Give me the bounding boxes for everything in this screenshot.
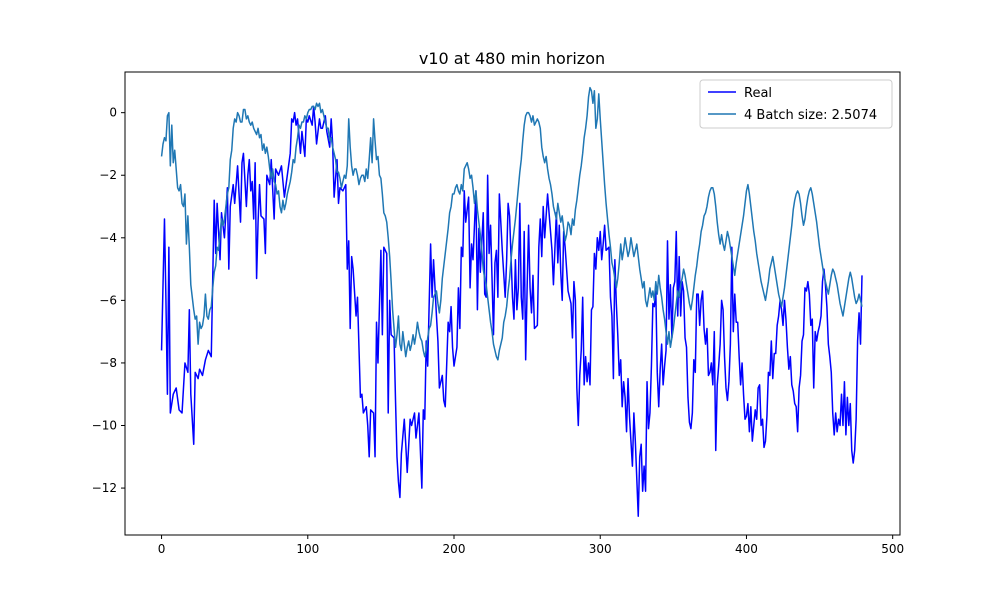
legend-label-0: Real xyxy=(744,86,772,101)
y-tick-label: −6 xyxy=(99,293,117,307)
axes-frame xyxy=(124,71,901,536)
legend: Real 4 Batch size: 2.5074 xyxy=(699,79,893,129)
legend-label-1: 4 Batch size: 2.5074 xyxy=(744,108,877,123)
x-tick-label: 400 xyxy=(735,542,758,556)
legend-box xyxy=(699,79,893,129)
y-tick-label: −8 xyxy=(99,356,117,370)
axes: 0 100 200 300 400 500 0 −2 −4 −6 −8 −10 −12 xyxy=(92,71,904,556)
x-tick-label: 0 xyxy=(158,542,166,556)
series-line-1 xyxy=(160,86,863,361)
y-tick-label: −2 xyxy=(99,168,117,182)
y-tick-label: −4 xyxy=(99,231,117,245)
y-tick-label: 0 xyxy=(109,106,117,120)
plot-area xyxy=(160,86,863,517)
x-tick-label: 100 xyxy=(296,542,319,556)
y-tick-label: −12 xyxy=(92,481,117,495)
x-tick-label: 200 xyxy=(443,542,466,556)
x-tick-label: 500 xyxy=(881,542,904,556)
chart-title: v10 at 480 min horizon xyxy=(419,49,605,68)
x-tick-label: 300 xyxy=(589,542,612,556)
y-tick-label: −10 xyxy=(92,419,117,433)
